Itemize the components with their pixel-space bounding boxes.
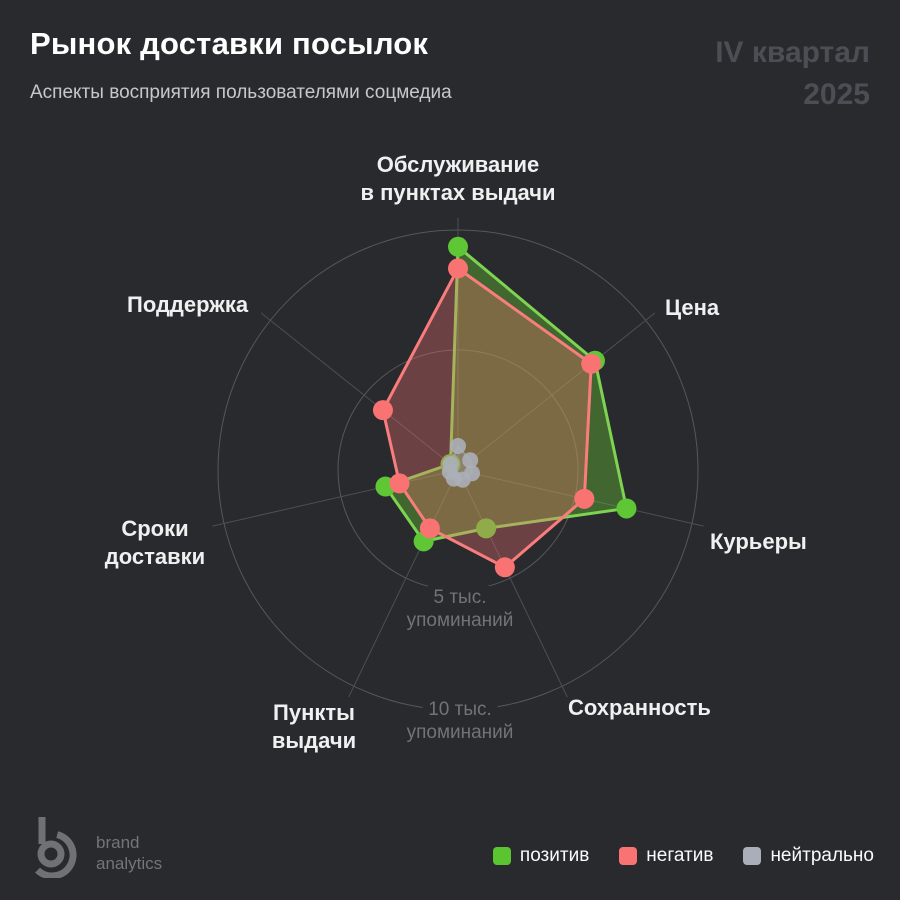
page-title: Рынок доставки посылок: [30, 26, 429, 61]
period-quarter: IV квартал: [715, 36, 870, 69]
axis-line-6: [260, 312, 459, 471]
axis-label-support: Поддержка: [127, 292, 249, 317]
data-point-позитив-0: [448, 236, 468, 257]
data-point-позитив-2: [616, 498, 637, 519]
data-point-негатив-2: [574, 488, 595, 509]
negative-swatch-icon: [619, 847, 638, 865]
ring-label-5k: 5 тыс. упоминаний: [400, 586, 520, 632]
axis-label-delivery-time: Сроки доставки: [104, 516, 206, 569]
data-point-нейтрально-0: [450, 438, 466, 454]
neutral-swatch-icon: [743, 847, 762, 865]
data-point-негатив-1: [581, 353, 602, 374]
ring-label-10k: 10 тыс. упоминаний: [400, 698, 520, 744]
legend-item-neutral: нейтрально: [743, 845, 874, 867]
data-point-негатив-0: [448, 258, 468, 279]
data-point-позитив-3: [476, 518, 497, 539]
axis-line-5: [212, 469, 459, 527]
brand-analytics-logo: brand analytics: [30, 814, 162, 878]
data-point-нейтрально-6: [442, 456, 459, 473]
axis-label-price: Цена: [665, 295, 720, 320]
data-point-негатив-5: [389, 473, 410, 494]
brand-analytics-logo-text: brand analytics: [96, 833, 163, 873]
page-subtitle: Аспекты восприятия пользователями соцмед…: [30, 82, 452, 103]
data-point-негатив-4: [419, 518, 440, 539]
axis-line-4: [348, 469, 459, 698]
positive-swatch-icon: [492, 847, 511, 865]
brand-analytics-logo-icon: [35, 817, 77, 878]
legend-item-negative: негатив: [619, 845, 713, 867]
data-point-негатив-6: [372, 400, 393, 421]
axis-label-couriers: Курьеры: [710, 529, 807, 554]
period-year: 2025: [803, 78, 870, 111]
axis-label-service-pickup: Обслуживание в пунктах выдачи: [360, 152, 556, 205]
data-point-негатив-3: [494, 557, 515, 578]
axis-label-pickup-points: Пункты выдачи: [271, 700, 357, 753]
axis-line-3: [457, 469, 568, 698]
period-label: IV квартал 2025: [715, 32, 870, 116]
axis-line-1: [457, 312, 656, 471]
data-point-нейтрально-1: [462, 452, 479, 469]
axis-label-safety: Сохранность: [568, 695, 711, 720]
legend: позитив негатив нейтрально: [492, 845, 874, 867]
series-polygon-негатив: [381, 266, 593, 569]
legend-item-positive: позитив: [492, 845, 589, 867]
